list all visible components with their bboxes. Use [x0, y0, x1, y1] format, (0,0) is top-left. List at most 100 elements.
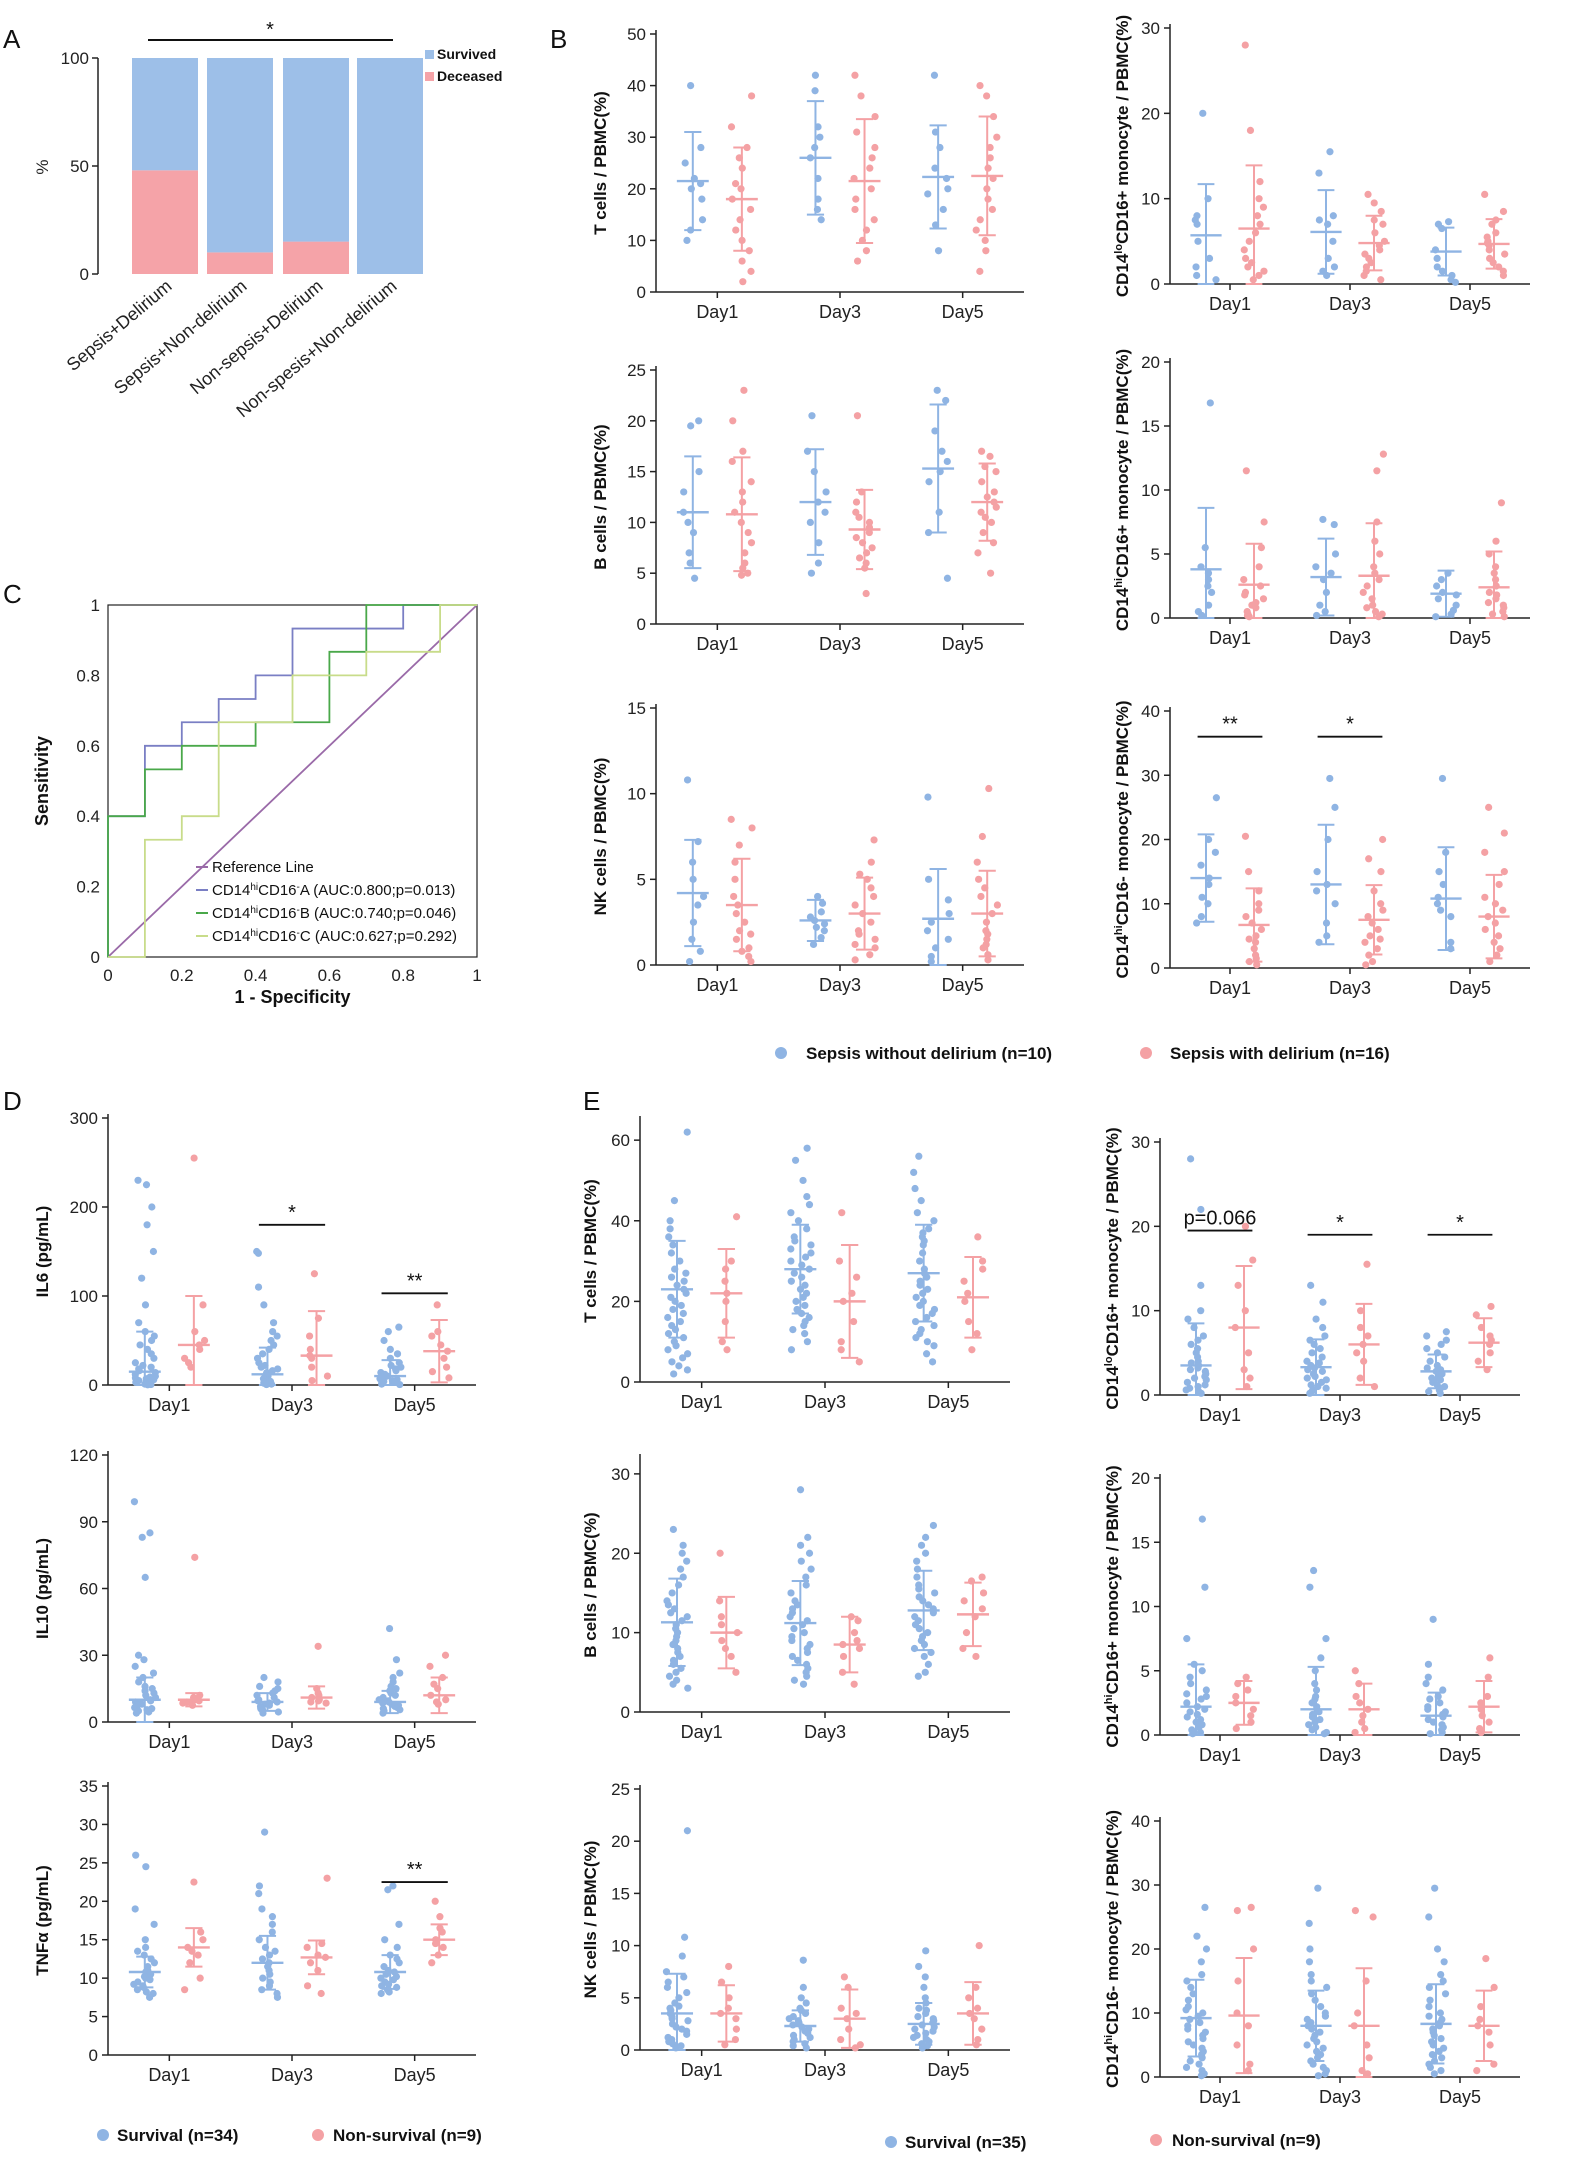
- data-point: [428, 1332, 436, 1340]
- y-tick-label: 5: [637, 870, 646, 889]
- data-point: [797, 1994, 805, 2002]
- data-point: [683, 1988, 691, 1997]
- data-point: [305, 1332, 314, 1340]
- data-point: [1199, 109, 1207, 117]
- data-point: [930, 1321, 938, 1330]
- data-point: [803, 1648, 812, 1657]
- data-point: [1315, 169, 1323, 177]
- data-point: [1426, 1695, 1434, 1703]
- data-point: [142, 1988, 150, 1996]
- data-point: [1474, 1357, 1482, 1365]
- significance-label: *: [1456, 1212, 1464, 1234]
- data-point: [1205, 254, 1214, 262]
- data-point: [925, 1225, 933, 1233]
- data-point: [1322, 1384, 1330, 1392]
- data-point: [667, 1609, 675, 1617]
- data-point: [1212, 794, 1220, 802]
- data-point: [816, 133, 824, 141]
- data-point: [840, 1973, 848, 1981]
- data-point: [1311, 1680, 1319, 1688]
- x-tick-label: Day3: [819, 634, 861, 654]
- data-point: [796, 1541, 805, 1549]
- y-tick-label: 30: [79, 1815, 98, 1834]
- data-point: [384, 1328, 392, 1336]
- x-tick-label: Day3: [1329, 628, 1371, 648]
- panel-d3: 0 5 10 15 20 25 30 35 Day1 Day3 Day5 ** TNFα (pg/mL): [33, 1777, 476, 2085]
- data-point: [1186, 1673, 1194, 1681]
- y-tick-label: 0: [637, 283, 646, 302]
- data-point: [927, 957, 935, 966]
- data-point: [1482, 1955, 1490, 1963]
- y-tick-label: 20: [1141, 353, 1160, 372]
- significance-label: **: [407, 1270, 423, 1292]
- data-point: [972, 1652, 980, 1661]
- data-point: [1379, 220, 1387, 228]
- data-point: [1240, 576, 1248, 584]
- data-point: [924, 190, 932, 198]
- data-point: [669, 1640, 677, 1649]
- data-point: [1212, 276, 1220, 284]
- legend-e-label-2: Non-survival (n=9): [1172, 2131, 1321, 2150]
- data-point: [1492, 537, 1500, 545]
- y-tick-label: 15: [627, 463, 646, 482]
- data-point: [853, 1636, 861, 1645]
- data-point: [1377, 900, 1385, 908]
- y-tick-label: 10: [1131, 2004, 1150, 2023]
- y-axis-title: CD14hiCD16- monocyte / PBMC(%): [1103, 1810, 1122, 2088]
- data-point: [799, 1680, 808, 1688]
- data-point: [396, 1669, 404, 1677]
- data-point: [1423, 1364, 1431, 1372]
- data-point: [797, 1557, 805, 1565]
- data-point: [1422, 1680, 1430, 1688]
- roc-curve-3: [108, 604, 477, 958]
- y-tick-label: 0: [637, 956, 646, 975]
- significance-label: **: [1222, 714, 1238, 736]
- panel-e6: 0 10 20 30 40 Day1 Day3 Day5 CD14hiCD16- monocyt…: [1103, 1810, 1520, 2107]
- bar-deceased: [283, 241, 349, 274]
- data-point: [138, 1274, 146, 1282]
- data-point: [919, 1249, 927, 1257]
- data-point: [666, 1225, 674, 1233]
- data-point: [134, 1651, 143, 1659]
- data-point: [1438, 2054, 1446, 2062]
- data-point: [924, 528, 933, 537]
- data-point: [1365, 2054, 1373, 2062]
- data-point: [669, 1305, 677, 1314]
- y-tick-label: 30: [611, 1465, 630, 1484]
- data-point: [870, 836, 878, 844]
- data-point: [1331, 803, 1339, 811]
- y-tick-label: 30: [627, 128, 646, 147]
- data-point: [378, 1982, 386, 1990]
- data-point: [687, 82, 695, 90]
- data-point: [1249, 1945, 1258, 1953]
- data-point: [1306, 1583, 1314, 1591]
- data-point: [1438, 774, 1447, 783]
- y-tick-label: 10: [79, 1969, 98, 1988]
- data-point: [732, 226, 740, 234]
- data-point: [911, 2025, 919, 2033]
- data-point: [1199, 2035, 1207, 2043]
- data-point: [871, 944, 879, 952]
- y-tick-label: 10: [1141, 895, 1160, 914]
- data-point: [1364, 2070, 1372, 2078]
- data-point: [681, 159, 689, 167]
- data-point: [1500, 613, 1508, 621]
- data-point: [1211, 848, 1219, 856]
- data-point: [1426, 1996, 1434, 2004]
- data-point: [1321, 2012, 1330, 2020]
- data-point: [303, 1943, 311, 1951]
- data-point: [732, 2015, 740, 2023]
- data-point: [1435, 868, 1443, 876]
- data-point: [1368, 957, 1377, 966]
- data-point: [789, 1326, 797, 1334]
- data-point: [1424, 1660, 1433, 1668]
- data-point: [150, 1354, 158, 1362]
- data-point: [915, 1962, 923, 1971]
- data-point: [961, 1297, 969, 1305]
- bar-deceased: [207, 252, 273, 274]
- data-point: [855, 1358, 863, 1366]
- x-tick-label: Day5: [927, 2060, 969, 2080]
- x-tick-label: Day1: [1209, 628, 1251, 648]
- data-point: [979, 528, 987, 537]
- data-point: [1309, 1566, 1318, 1575]
